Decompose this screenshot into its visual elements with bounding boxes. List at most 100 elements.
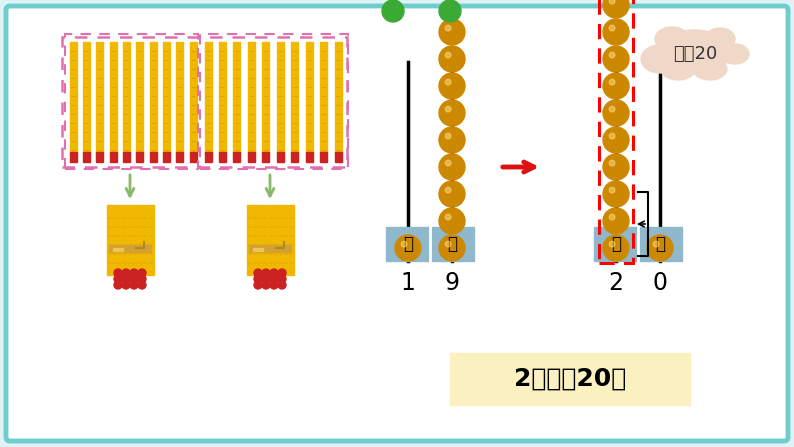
Circle shape <box>603 0 629 18</box>
Bar <box>163 152 170 162</box>
Circle shape <box>445 25 451 31</box>
Circle shape <box>382 0 404 22</box>
Circle shape <box>278 281 286 289</box>
Ellipse shape <box>693 58 727 80</box>
Bar <box>219 42 226 154</box>
Circle shape <box>270 269 278 277</box>
Bar <box>123 152 130 162</box>
Circle shape <box>262 281 270 289</box>
Bar <box>112 205 117 275</box>
Circle shape <box>603 235 629 261</box>
Circle shape <box>445 241 451 247</box>
Circle shape <box>653 241 659 247</box>
Bar <box>262 152 269 162</box>
Bar <box>205 42 211 154</box>
Circle shape <box>445 133 451 139</box>
Bar <box>273 205 278 275</box>
Circle shape <box>603 73 629 99</box>
Bar <box>334 152 341 162</box>
Circle shape <box>439 46 465 72</box>
Bar <box>96 42 103 154</box>
Circle shape <box>609 187 615 193</box>
Circle shape <box>439 0 461 22</box>
Bar <box>257 205 262 275</box>
Bar <box>70 42 76 154</box>
Ellipse shape <box>661 58 695 80</box>
Bar <box>96 152 103 162</box>
Circle shape <box>445 214 451 220</box>
Circle shape <box>130 269 138 277</box>
Ellipse shape <box>659 30 731 74</box>
Text: 十: 十 <box>611 235 621 253</box>
Bar <box>133 205 138 275</box>
Bar <box>123 42 130 154</box>
Text: 1: 1 <box>400 271 415 295</box>
Ellipse shape <box>655 27 689 51</box>
Circle shape <box>278 269 286 277</box>
Circle shape <box>603 127 629 153</box>
Bar <box>306 42 313 154</box>
Circle shape <box>609 160 615 166</box>
Bar <box>149 42 156 154</box>
Bar <box>268 205 273 275</box>
Circle shape <box>439 100 465 126</box>
Bar <box>291 42 299 154</box>
Circle shape <box>609 79 615 85</box>
Bar <box>128 205 133 275</box>
Bar <box>190 42 196 154</box>
Circle shape <box>445 160 451 166</box>
Circle shape <box>278 275 286 283</box>
Text: 9: 9 <box>445 271 460 295</box>
Circle shape <box>138 269 146 277</box>
Circle shape <box>603 154 629 180</box>
Circle shape <box>138 275 146 283</box>
Circle shape <box>647 235 673 261</box>
Circle shape <box>603 46 629 72</box>
Text: 0: 0 <box>653 271 668 295</box>
Bar <box>65 34 198 169</box>
Circle shape <box>609 241 615 247</box>
Bar <box>594 227 682 261</box>
Circle shape <box>609 52 615 58</box>
Bar <box>278 205 283 275</box>
Circle shape <box>122 269 130 277</box>
Bar <box>599 0 633 263</box>
Bar <box>163 42 170 154</box>
Bar <box>136 152 143 162</box>
Circle shape <box>609 106 615 112</box>
Circle shape <box>130 275 138 283</box>
Bar <box>70 152 76 162</box>
Bar <box>233 152 241 162</box>
Bar <box>109 245 151 252</box>
Bar <box>386 227 474 261</box>
Bar <box>83 42 90 154</box>
Ellipse shape <box>641 45 679 73</box>
Circle shape <box>270 281 278 289</box>
Bar <box>277 152 283 162</box>
Circle shape <box>114 281 122 289</box>
Bar <box>334 42 341 154</box>
Circle shape <box>445 79 451 85</box>
Bar <box>248 42 255 154</box>
FancyBboxPatch shape <box>6 6 788 441</box>
Circle shape <box>114 269 122 277</box>
Bar <box>262 42 269 154</box>
Bar <box>176 42 183 154</box>
Ellipse shape <box>705 28 735 50</box>
Circle shape <box>122 275 130 283</box>
Bar <box>247 205 252 275</box>
Bar <box>110 42 117 154</box>
Bar <box>289 205 294 275</box>
Circle shape <box>401 241 407 247</box>
Circle shape <box>603 208 629 234</box>
Circle shape <box>439 73 465 99</box>
Bar <box>200 34 348 169</box>
Circle shape <box>254 275 262 283</box>
Circle shape <box>114 275 122 283</box>
Bar <box>205 152 211 162</box>
Text: 个: 个 <box>655 235 665 253</box>
Bar <box>190 152 196 162</box>
Circle shape <box>609 133 615 139</box>
Circle shape <box>439 235 465 261</box>
Bar <box>113 248 123 251</box>
